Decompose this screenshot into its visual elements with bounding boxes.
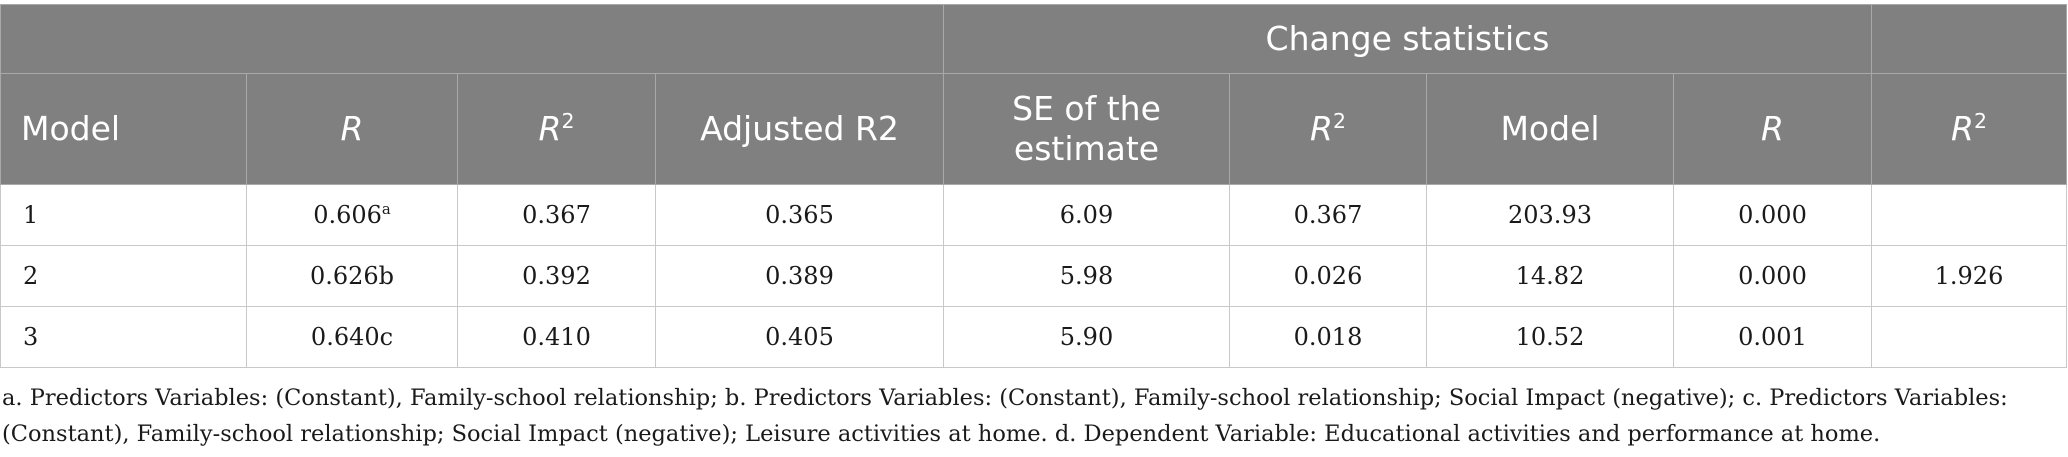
cell-model-change: 14.82 — [1426, 245, 1674, 307]
cell-r: 0.640c — [246, 306, 458, 368]
cell-se: 5.98 — [943, 245, 1230, 307]
change-statistics-header: Change statistics — [943, 4, 1872, 74]
cell-r: 0.606a — [246, 184, 458, 246]
cell-r2: 0.392 — [457, 245, 656, 307]
col-header-r-change: R — [1673, 73, 1872, 185]
cell-r: 0.626b — [246, 245, 458, 307]
regression-table: Change statistics Model R R2 Adjusted R2… — [0, 4, 2067, 368]
regression-table-container: Change statistics Model R R2 Adjusted R2… — [0, 4, 2067, 368]
cell-model: 3 — [0, 306, 247, 368]
col-header-model: Model — [0, 73, 247, 185]
col-header-r2-last: R2 — [1871, 73, 2067, 185]
cell-model: 2 — [0, 245, 247, 307]
cell-adjusted-r2: 0.389 — [655, 245, 944, 307]
cell-model: 1 — [0, 184, 247, 246]
cell-r2: 0.367 — [457, 184, 656, 246]
column-header-row: Model R R2 Adjusted R2 SE of the estimat… — [0, 73, 2067, 185]
cell-se: 5.90 — [943, 306, 1230, 368]
cell-r2-last — [1871, 306, 2067, 368]
cell-r2-change: 0.018 — [1229, 306, 1427, 368]
col-header-adjusted-r2: Adjusted R2 — [655, 73, 944, 185]
group-header-row: Change statistics — [0, 4, 2067, 74]
cell-r2-last — [1871, 184, 2067, 246]
table-row: 3 0.640c 0.410 0.405 5.90 0.018 10.52 0.… — [0, 306, 2067, 368]
col-header-r2-change: R2 — [1229, 73, 1427, 185]
cell-adjusted-r2: 0.405 — [655, 306, 944, 368]
col-header-r2: R2 — [457, 73, 656, 185]
cell-r2: 0.410 — [457, 306, 656, 368]
cell-r-change: 0.000 — [1673, 184, 1872, 246]
cell-r2-change: 0.026 — [1229, 245, 1427, 307]
cell-model-change: 10.52 — [1426, 306, 1674, 368]
cell-se: 6.09 — [943, 184, 1230, 246]
group-header-blank — [0, 4, 944, 74]
cell-r2-last: 1.926 — [1871, 245, 2067, 307]
col-header-r: R — [246, 73, 458, 185]
cell-r-change: 0.000 — [1673, 245, 1872, 307]
col-header-se-estimate: SE of the estimate — [943, 73, 1230, 185]
col-header-model-change: Model — [1426, 73, 1674, 185]
cell-adjusted-r2: 0.365 — [655, 184, 944, 246]
cell-model-change: 203.93 — [1426, 184, 1674, 246]
group-header-blank-right — [1871, 4, 2067, 74]
table-row: 2 0.626b 0.392 0.389 5.98 0.026 14.82 0.… — [0, 245, 2067, 307]
cell-r2-change: 0.367 — [1229, 184, 1427, 246]
table-footnote: a. Predictors Variables: (Constant), Fam… — [2, 385, 2008, 447]
table-row: 1 0.606a 0.367 0.365 6.09 0.367 203.93 0… — [0, 184, 2067, 246]
cell-r-change: 0.001 — [1673, 306, 1872, 368]
